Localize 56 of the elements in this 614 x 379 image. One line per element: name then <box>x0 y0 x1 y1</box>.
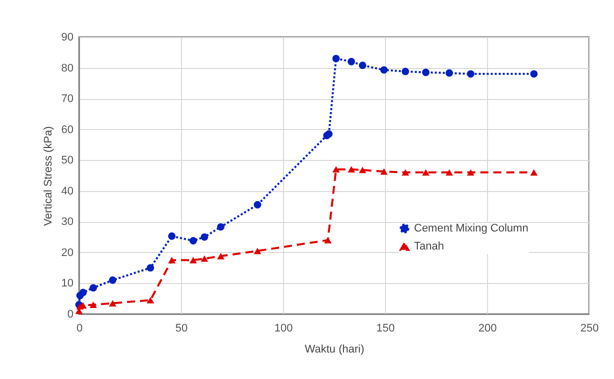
x-axis-title: Waktu (hari) <box>304 344 364 356</box>
point <box>530 70 538 78</box>
point <box>358 62 366 70</box>
point <box>348 58 356 66</box>
x-tick-label: 0 <box>76 322 83 334</box>
point <box>168 232 176 240</box>
point <box>217 252 224 260</box>
point <box>254 248 262 254</box>
y-axis-title: Vertical Stress (kPa) <box>42 126 54 226</box>
point <box>324 236 332 244</box>
point <box>402 68 410 76</box>
x-tick-label: 200 <box>478 322 497 334</box>
point <box>200 233 208 241</box>
y-tick-label: 20 <box>61 246 74 259</box>
point <box>358 166 366 174</box>
legend-label: Cement Mixing Column <box>414 222 528 234</box>
y-tick-label: 0 <box>67 308 74 320</box>
point <box>168 256 176 264</box>
point <box>146 264 154 272</box>
point <box>446 69 453 77</box>
y-tick-label: 50 <box>61 154 74 167</box>
y-tick-label: 40 <box>61 185 74 198</box>
point <box>90 302 97 308</box>
point <box>108 276 116 284</box>
x-tick-label: 150 <box>376 322 395 334</box>
point <box>200 255 208 262</box>
x-tick-label: 250 <box>580 322 599 334</box>
point <box>217 223 224 231</box>
point <box>146 296 154 304</box>
legend-label: Tanah <box>414 240 444 252</box>
point <box>190 256 197 264</box>
point <box>380 168 388 175</box>
point <box>108 300 116 306</box>
x-tick-label: 100 <box>274 322 293 334</box>
point <box>422 68 430 76</box>
point <box>466 70 474 78</box>
y-tick-label: 10 <box>61 278 74 290</box>
point <box>348 166 356 173</box>
x-tick-label: 50 <box>175 322 188 334</box>
point <box>332 166 340 173</box>
point <box>380 66 388 74</box>
point <box>79 288 87 296</box>
point <box>90 284 97 292</box>
point <box>530 169 538 176</box>
y-tick-label: 60 <box>61 124 74 136</box>
y-tick-label: 90 <box>61 32 74 44</box>
y-tick-label: 70 <box>61 93 74 106</box>
point <box>332 54 340 62</box>
y-tick-label: 80 <box>61 62 74 74</box>
point <box>190 237 197 244</box>
point <box>422 169 430 176</box>
point <box>402 169 410 176</box>
point <box>254 201 262 208</box>
point <box>466 169 474 176</box>
y-tick-label: 30 <box>61 216 74 228</box>
point <box>446 169 453 176</box>
